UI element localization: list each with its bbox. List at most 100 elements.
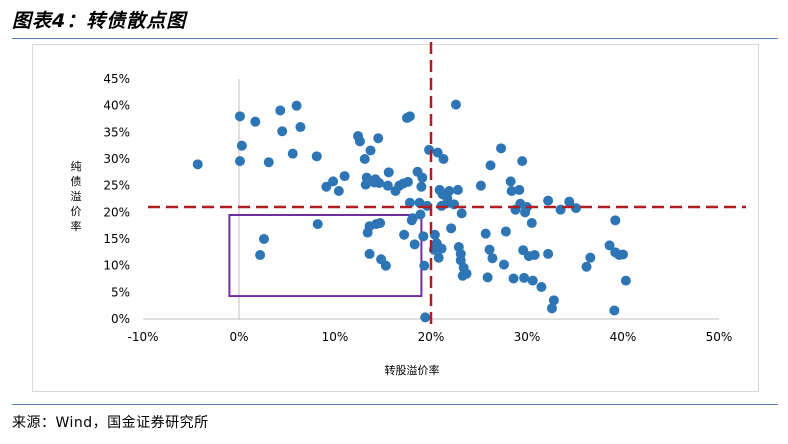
data-point (506, 186, 517, 196)
data-point (399, 229, 410, 240)
x-tick-label: 40% (610, 330, 637, 344)
y-tick-label: 45% (103, 72, 130, 86)
data-points-layer (192, 99, 631, 323)
data-point (498, 259, 509, 270)
data-point (364, 248, 375, 259)
y-tick-label: 25% (103, 179, 130, 193)
data-point (514, 184, 525, 195)
data-point (585, 252, 596, 263)
data-point (418, 231, 429, 242)
data-point (564, 196, 575, 207)
data-point (480, 228, 491, 239)
data-point (484, 244, 495, 255)
data-point (383, 167, 394, 178)
data-point (402, 176, 413, 187)
data-point (485, 160, 496, 171)
axis-layer: -10% 0% 10% 20% 30% 40% 50% 0% 5% 10% 15% 20% 25% 30%… (103, 72, 732, 344)
y-axis-label: 纯债溢价率 (71, 160, 82, 233)
data-point (311, 151, 322, 162)
data-point (438, 154, 449, 164)
data-point (546, 303, 557, 314)
data-point (404, 197, 415, 208)
data-point (375, 218, 386, 228)
data-point (517, 156, 528, 167)
data-point (409, 239, 420, 250)
data-point (328, 176, 339, 187)
data-point (496, 143, 507, 154)
data-point (419, 260, 430, 271)
data-point (519, 272, 530, 283)
data-point (333, 186, 344, 196)
highlight-box-layer (228, 214, 423, 298)
data-point (452, 184, 463, 195)
data-point (526, 218, 537, 228)
data-point (420, 312, 431, 323)
data-point (543, 248, 554, 259)
highlight-box (228, 214, 423, 298)
data-point (374, 178, 385, 188)
data-point (291, 100, 302, 111)
data-point (373, 133, 384, 144)
source-note: 来源：Wind，国金证券研究所 (12, 415, 209, 431)
data-point (527, 275, 538, 286)
x-axis-label: 转股溢价率 (385, 363, 440, 377)
data-point (354, 136, 365, 147)
data-point (433, 252, 444, 263)
data-point (450, 99, 461, 110)
data-point (234, 156, 245, 167)
data-point (424, 144, 435, 155)
data-point (295, 122, 306, 132)
data-point (359, 154, 370, 164)
x-tick-label: 20% (418, 330, 445, 344)
chart-frame (32, 44, 759, 392)
data-point (277, 126, 288, 137)
reference-lines-layer (148, 42, 746, 330)
data-point (487, 253, 498, 264)
y-tick-label: 0% (111, 312, 130, 326)
data-point (380, 260, 391, 271)
data-point (456, 208, 467, 219)
y-tick-label: 20% (103, 205, 130, 219)
data-point (407, 213, 418, 224)
data-point (570, 203, 581, 214)
data-point (258, 234, 269, 244)
data-point (543, 195, 554, 206)
figure-title: 图表4：转债散点图 (12, 10, 187, 32)
data-point (429, 229, 440, 240)
x-tick-label: 0% (229, 330, 248, 344)
data-point (234, 111, 245, 122)
data-point (461, 268, 472, 279)
data-point (404, 111, 415, 122)
data-point (508, 273, 519, 284)
data-point (529, 250, 540, 260)
data-point (444, 186, 455, 196)
data-point (609, 305, 620, 316)
y-tick-label: 5% (111, 285, 130, 299)
y-tick-label: 30% (103, 152, 130, 166)
data-point (415, 209, 426, 220)
data-point (620, 275, 631, 286)
data-point (500, 226, 511, 237)
data-point (548, 295, 559, 306)
data-point (618, 249, 628, 260)
data-point (255, 250, 266, 260)
data-point (416, 181, 427, 192)
data-point (287, 148, 298, 159)
x-tick-label: 50% (706, 330, 733, 344)
data-point (414, 197, 425, 208)
data-point (275, 105, 286, 116)
top-divider (12, 38, 778, 39)
bottom-divider (12, 404, 778, 405)
data-point (361, 172, 372, 183)
data-point (446, 223, 457, 234)
data-point (482, 272, 493, 283)
data-point (604, 240, 615, 251)
data-point (505, 176, 516, 187)
x-tick-label: -10% (127, 330, 158, 344)
data-point (536, 282, 547, 292)
data-point (321, 181, 332, 192)
data-point (263, 157, 274, 168)
data-point (236, 140, 247, 151)
data-point (382, 180, 393, 191)
